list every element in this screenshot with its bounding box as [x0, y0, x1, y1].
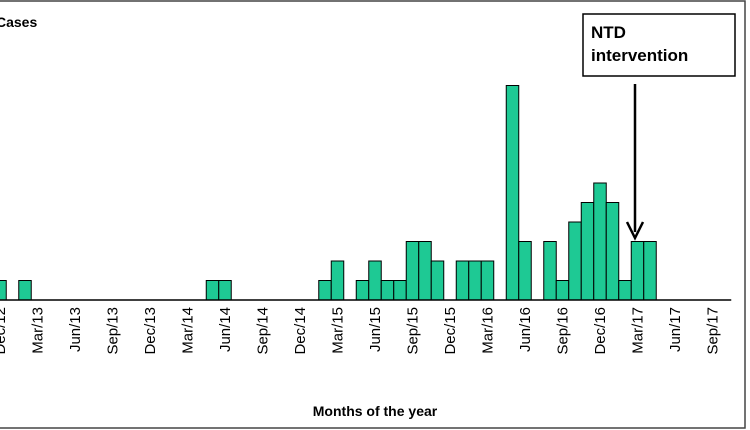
x-tick-label: Mar/13 [30, 307, 47, 354]
x-tick-label: Jun/14 [217, 307, 234, 352]
bar [218, 280, 232, 301]
bar [480, 260, 495, 301]
bar [605, 202, 620, 301]
annotation-line: intervention [591, 46, 688, 65]
bar [643, 241, 657, 301]
bar [618, 280, 632, 301]
y-axis-title: Cases [0, 14, 37, 30]
x-tick-label: Sep/15 [405, 307, 422, 355]
x-tick-label: Sep/17 [705, 307, 722, 355]
bar [543, 241, 557, 301]
bar [630, 241, 645, 301]
annotation-box [582, 13, 736, 77]
x-tick-label: Dec/14 [292, 307, 309, 355]
bar [580, 202, 595, 301]
bar [518, 241, 532, 301]
x-tick-label: Dec/16 [592, 307, 609, 355]
bar [318, 280, 332, 301]
bar [0, 280, 7, 301]
bar [205, 280, 220, 301]
x-tick-label: Jun/15 [367, 307, 384, 352]
x-tick-label: Sep/14 [255, 307, 272, 355]
x-tick-label: Mar/17 [630, 307, 647, 354]
annotation-line: NTD [591, 23, 626, 42]
bar [418, 241, 432, 301]
x-tick-label: Jun/17 [667, 307, 684, 352]
x-tick-label: Sep/13 [105, 307, 122, 355]
x-tick-label: Dec/15 [442, 307, 459, 355]
bar [330, 260, 345, 301]
x-tick-label: Dec/12 [0, 307, 9, 355]
arrow-head [625, 221, 645, 241]
x-tick-label: Jun/16 [517, 307, 534, 352]
bar [593, 182, 607, 301]
bar [393, 280, 407, 301]
x-tick-label: Dec/13 [142, 307, 159, 355]
bar [380, 280, 395, 301]
bar [455, 260, 470, 301]
x-tick-label: Jun/13 [67, 307, 84, 352]
bar [18, 280, 32, 301]
bar [430, 260, 445, 301]
bar [555, 280, 570, 301]
bar [468, 260, 482, 301]
x-tick-label: Mar/16 [480, 307, 497, 354]
x-axis-title: Months of the year [313, 403, 438, 419]
bar [405, 241, 420, 301]
x-tick-label: Mar/14 [180, 307, 197, 354]
bar [505, 85, 520, 301]
bar [568, 221, 582, 301]
bar [368, 260, 382, 301]
x-tick-label: Sep/16 [555, 307, 572, 355]
x-tick-label: Mar/15 [330, 307, 347, 354]
bar [355, 280, 370, 301]
